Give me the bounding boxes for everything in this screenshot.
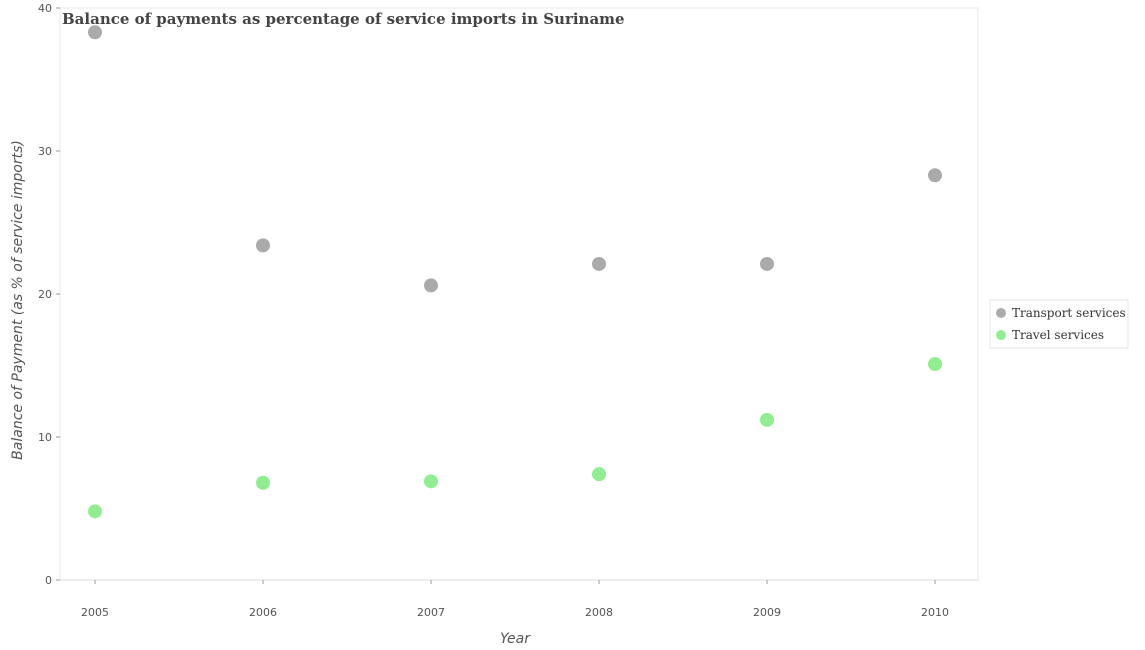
series-layer — [88, 25, 942, 519]
data-point — [256, 475, 270, 490]
data-point — [592, 256, 606, 271]
data-point — [928, 168, 942, 183]
series-0 — [88, 25, 942, 293]
y-tick-label: 20 — [38, 288, 52, 301]
data-point — [928, 357, 942, 372]
y-tick-label: 10 — [38, 431, 52, 444]
y-axis: 0 10 20 30 40 — [38, 2, 60, 587]
chart-title: Balance of payments as percentage of ser… — [62, 10, 625, 28]
legend-marker — [996, 330, 1006, 340]
legend-box — [989, 299, 1129, 349]
x-tick-label: 2008 — [585, 606, 613, 619]
x-axis-title: Year — [500, 631, 531, 647]
legend-entry: Transport services — [1012, 306, 1126, 320]
x-tick-label: 2005 — [81, 606, 109, 619]
data-point — [424, 474, 438, 489]
y-tick-label: 30 — [38, 145, 52, 158]
data-point — [88, 504, 102, 519]
legend-entry: Travel services — [1012, 328, 1104, 342]
series-1 — [88, 357, 942, 519]
x-tick-label: 2007 — [417, 606, 445, 619]
legend-marker — [996, 308, 1006, 318]
data-point — [256, 238, 270, 253]
legend: Transport services Travel services — [989, 299, 1129, 349]
y-axis-title: Balance of Payment (as % of service impo… — [10, 140, 26, 460]
data-point — [760, 256, 774, 271]
x-tick-label: 2009 — [753, 606, 781, 619]
plot-border — [59, 7, 979, 581]
data-point — [760, 412, 774, 427]
x-tick-label: 2006 — [249, 606, 277, 619]
data-point — [424, 278, 438, 293]
y-tick-label: 0 — [45, 574, 52, 587]
plot-area — [59, 7, 979, 581]
data-point — [88, 25, 102, 40]
x-axis: 2005 2006 2007 2008 2009 2010 — [60, 579, 978, 619]
y-tick-label: 40 — [38, 2, 52, 15]
data-point — [592, 467, 606, 482]
x-tick-label: 2010 — [921, 606, 949, 619]
